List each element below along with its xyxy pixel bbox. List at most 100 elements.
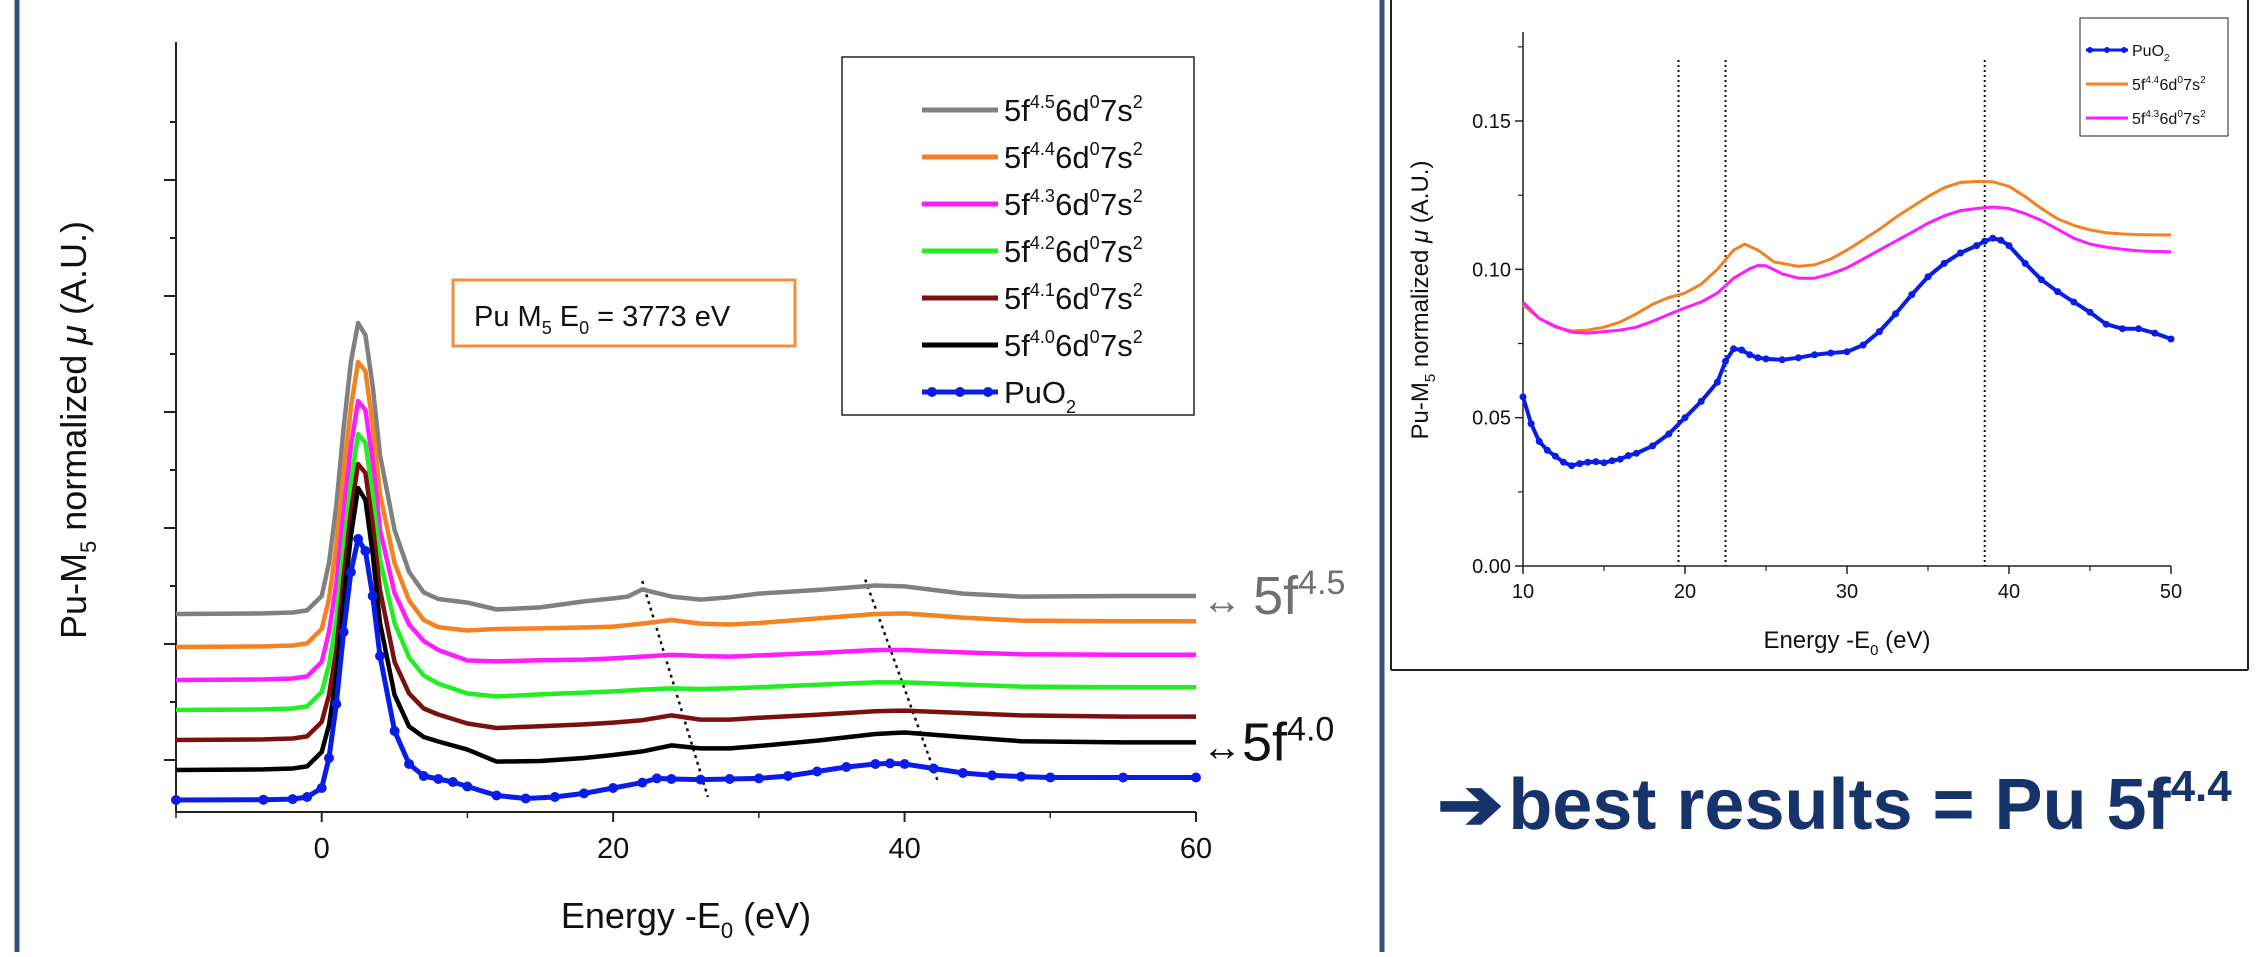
right-x-tick-label: 50 (2160, 581, 2182, 603)
left-series-point (812, 766, 823, 777)
left-legend-label-1: 5f4.4 6d0 7s2 (1004, 139, 1143, 175)
right-series-point (1989, 234, 1997, 242)
left-legend-marker (955, 387, 965, 397)
right-series-point (1527, 420, 1535, 428)
right-series-group (1519, 180, 2175, 470)
right-x-ticks: 10 20 30 40 50 (1512, 566, 2182, 603)
left-legend-label-2: 5f4.3 6d0 7s2 (1004, 186, 1143, 222)
left-series-point (367, 591, 378, 601)
right-series-point (1560, 458, 1567, 466)
right-y-ticks: 0.00 0.05 0.10 0.15 (1472, 46, 1523, 578)
left-series-point (724, 774, 735, 784)
right-series-point (1543, 446, 1551, 454)
left-series-line-0 (175, 320, 1196, 617)
left-series-point (1016, 771, 1027, 782)
left-series-point (579, 788, 589, 799)
conclusion-main: best results = Pu 5f (1508, 765, 2171, 845)
left-series-point (375, 651, 385, 661)
left-right-label-0: ↔ 5f4.5 (1202, 564, 1345, 626)
left-series-point (885, 758, 895, 769)
right-series-point (2070, 298, 2078, 306)
right-series-point (1811, 351, 1819, 359)
left-series-point (360, 546, 371, 556)
right-series-line-2 (1521, 205, 2172, 335)
left-legend-marker (927, 387, 937, 397)
left-legend-box (841, 56, 1195, 416)
left-series-point (695, 774, 706, 785)
left-right-label-5: ↔5f4.0 (1202, 710, 1334, 772)
right-series-point (1924, 273, 1932, 281)
left-series-point (783, 771, 793, 781)
right-series-point (1551, 452, 1559, 460)
right-series-point (1778, 356, 1786, 364)
right-y-tick-label: 0.15 (1472, 111, 1511, 133)
left-y-ticks (164, 121, 176, 761)
right-series-point (1519, 393, 1527, 401)
left-series-point (462, 781, 473, 792)
conclusion-text: ➔best results = Pu 5f4.4 (1436, 762, 2232, 846)
right-legend-marker (2087, 47, 2093, 53)
right-legend-box (2079, 17, 2229, 137)
left-series-point (491, 790, 502, 801)
right-x-tick-label: 10 (1512, 581, 1534, 603)
right-series-point (2135, 325, 2143, 333)
right-series-point (1738, 346, 1746, 354)
left-series-point (404, 759, 415, 769)
left-series-point (928, 763, 939, 774)
right-series-point (1859, 341, 1867, 349)
left-series-point (549, 792, 560, 802)
right-series-point (1697, 397, 1705, 405)
right-series-point (1746, 351, 1754, 359)
left-x-tick-label: 0 (314, 833, 330, 865)
right-series-point (1762, 355, 1770, 363)
left-legend: 5f4.5 6d0 7s2 5f4.4 6d0 7s2 5f4.3 6d0 7s… (922, 92, 1143, 417)
conclusion-superscript: 4.4 (2170, 762, 2232, 811)
right-chart: 0.00 0.05 0.10 0.15 10 20 30 40 50 Energy -E0 (… (1390, 0, 2249, 671)
right-series-point (2118, 325, 2126, 333)
right-series-point (1997, 236, 2005, 244)
left-legend-label-5: 5f4.0 6d0 7s2 (1004, 327, 1143, 363)
right-series-point (1535, 437, 1543, 445)
left-series-point (331, 699, 342, 709)
left-y-axis-label: Pu-M5 normalized μ (A.U.) (53, 221, 101, 639)
right-series-point (1973, 242, 1981, 250)
right-series-point (2037, 276, 2045, 284)
left-series-point (608, 783, 619, 793)
left-x-axis-label: Energy -E0 (eV) (561, 895, 811, 943)
left-series-point (316, 783, 327, 793)
left-x-tick-label: 40 (888, 833, 920, 865)
right-series-point (1624, 452, 1632, 460)
left-series-point (987, 770, 997, 781)
right-series-point (1681, 414, 1689, 422)
left-series-point (651, 773, 662, 784)
left-series-line-3 (175, 431, 1196, 713)
left-series-point (338, 627, 349, 637)
left-series-point (899, 759, 910, 769)
left-series-point (389, 726, 400, 736)
right-series-point (1632, 449, 1640, 457)
right-legend: PuO2 5f4.4 6d0 7s2 5f4.3 6d0 7s2 (2086, 43, 2206, 128)
left-series-point (666, 774, 677, 784)
right-series-point (1713, 378, 1721, 386)
left-series-point (324, 753, 334, 763)
right-series-point (1981, 237, 1989, 245)
right-series-point (1568, 462, 1576, 470)
left-series-point (870, 759, 881, 769)
right-series-point (1754, 354, 1762, 362)
right-series-point (1794, 354, 1802, 362)
left-series-point (841, 762, 852, 772)
annotation-box (451, 278, 797, 348)
arrow-icon: ➔ (1436, 765, 1504, 845)
right-series-point (1908, 291, 1916, 299)
left-legend-label-6: PuO2 (1004, 375, 1076, 417)
left-x-ticks: 0 20 40 60 (175, 812, 1212, 865)
right-series-point (2102, 320, 2110, 328)
right-series-point (1576, 460, 1584, 468)
right-series-point (1616, 455, 1624, 463)
right-x-tick-label: 20 (1674, 581, 1696, 603)
right-series-point (2151, 329, 2159, 337)
right-y-tick-label: 0.10 (1472, 259, 1511, 281)
right-series-point (1940, 259, 1948, 267)
right-series-point (1875, 328, 1883, 336)
